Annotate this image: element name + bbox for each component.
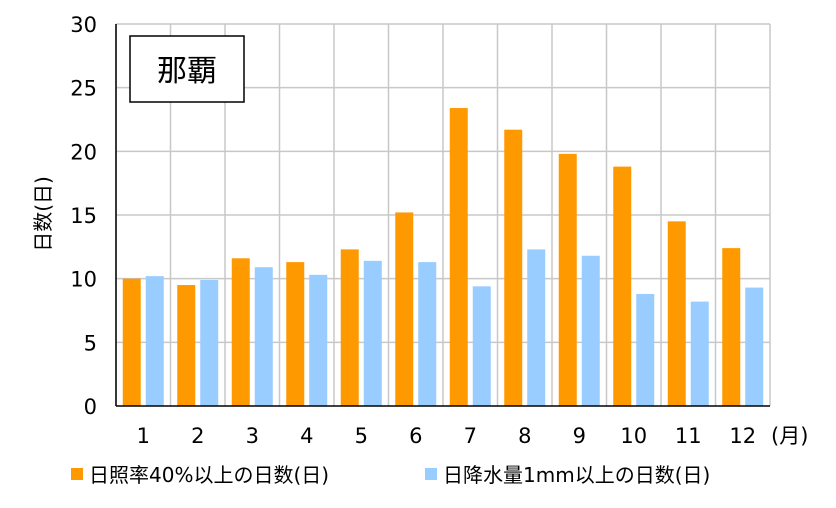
bar-precipitation-11 (690, 301, 709, 406)
legend-label-sunshine: 日照率40%以上の日数(日) (89, 463, 329, 487)
bar-precipitation-5 (363, 260, 382, 406)
x-tick-label: 11 (675, 424, 702, 448)
bar-precipitation-12 (745, 287, 764, 406)
x-tick-label: 7 (464, 424, 477, 448)
legend-swatch-sunshine (71, 468, 83, 480)
x-tick-label: 1 (137, 424, 150, 448)
y-tick-label: 5 (84, 331, 97, 355)
x-tick-label: 10 (620, 424, 647, 448)
chart-title-box: 那覇 (129, 35, 245, 103)
chart-title: 那覇 (157, 54, 217, 89)
bar-sunshine-12 (722, 248, 741, 406)
x-tick-label: 8 (518, 424, 531, 448)
bar-sunshine-1 (122, 278, 141, 406)
x-axis-unit: (月) (771, 424, 808, 448)
bar-sunshine-3 (231, 258, 250, 406)
bar-sunshine-7 (449, 108, 468, 406)
y-tick-label: 30 (70, 13, 97, 37)
bar-sunshine-9 (558, 153, 577, 406)
bar-sunshine-2 (177, 285, 196, 406)
x-tick-label: 6 (409, 424, 422, 448)
x-tick-label: 5 (355, 424, 368, 448)
bar-sunshine-4 (286, 262, 305, 406)
bar-precipitation-7 (472, 286, 491, 406)
y-tick-label: 0 (84, 395, 97, 419)
legend-swatch-precipitation (425, 468, 437, 480)
legend-label-precipitation: 日降水量1mm以上の日数(日) (443, 463, 710, 487)
x-tick-label: 12 (729, 424, 756, 448)
y-tick-label: 25 (70, 77, 97, 101)
bar-precipitation-10 (636, 293, 655, 406)
x-tick-label: 9 (573, 424, 586, 448)
bar-sunshine-10 (613, 166, 632, 406)
x-tick-label: 4 (300, 424, 313, 448)
bar-sunshine-8 (504, 129, 523, 407)
y-tick-label: 20 (70, 140, 97, 164)
bar-precipitation-4 (309, 274, 328, 406)
grid-lines (115, 23, 771, 406)
x-tick-label: 3 (246, 424, 259, 448)
y-axis-title: 日数(日) (31, 176, 55, 252)
bar-precipitation-6 (418, 262, 437, 406)
x-tick-label: 2 (191, 424, 204, 448)
bar-sunshine-11 (667, 221, 686, 406)
bar-sunshine-5 (340, 249, 359, 406)
bar-precipitation-9 (581, 255, 600, 406)
y-tick-label: 15 (70, 204, 97, 228)
bars (122, 108, 764, 407)
bar-precipitation-3 (254, 267, 273, 406)
bar-precipitation-1 (145, 276, 164, 406)
bar-precipitation-2 (200, 279, 219, 406)
axes (115, 24, 770, 407)
y-tick-label: 10 (70, 268, 97, 292)
legend: 日照率40%以上の日数(日) 日降水量1mm以上の日数(日) (71, 463, 710, 487)
bar-precipitation-8 (527, 249, 546, 406)
bar-sunshine-6 (395, 212, 414, 406)
